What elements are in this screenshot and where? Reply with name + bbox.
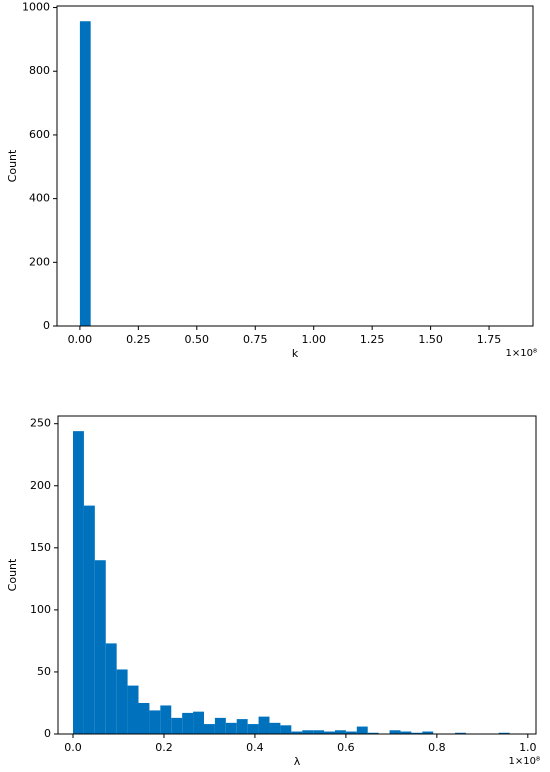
histogram-bar xyxy=(149,710,161,734)
y-tick-label: 250 xyxy=(30,417,51,430)
x-tick-label: 1.75 xyxy=(477,333,502,346)
x-tick-label: 0.50 xyxy=(185,333,210,346)
y-tick-label: 600 xyxy=(29,128,50,141)
histogram-bar xyxy=(345,731,357,734)
y-tick-label: 50 xyxy=(37,665,51,678)
x-tick-label: 1.0 xyxy=(519,741,537,754)
x-tick-label: 0.00 xyxy=(68,333,93,346)
x-axis-label: λ xyxy=(294,755,301,768)
x-tick-label: 0.6 xyxy=(337,741,355,754)
histogram-bar xyxy=(160,705,172,734)
histogram-bar xyxy=(225,722,237,734)
y-tick-label: 400 xyxy=(29,192,50,205)
histogram-bar xyxy=(324,731,335,734)
histogram-bar xyxy=(247,724,259,734)
histogram-bar xyxy=(94,560,106,734)
x-offset-label: 1×10⁸ xyxy=(509,756,540,767)
histogram-bar xyxy=(171,717,183,734)
histogram-bar xyxy=(280,725,292,734)
x-tick-label: 0.0 xyxy=(64,741,82,754)
histogram-bar xyxy=(356,726,368,734)
x-tick-label: 0.8 xyxy=(428,741,446,754)
histogram-bar xyxy=(203,724,215,734)
axes-frame xyxy=(56,5,534,327)
y-tick-label: 800 xyxy=(29,64,50,77)
y-tick-label: 0 xyxy=(43,319,50,332)
histogram-bar xyxy=(498,732,510,734)
y-tick-label: 200 xyxy=(29,255,50,268)
histogram-bar xyxy=(79,21,91,326)
histogram-bar xyxy=(367,732,379,734)
y-axis-label: Count xyxy=(6,149,19,182)
x-tick-label: 0.25 xyxy=(126,333,151,346)
histogram-bar xyxy=(193,711,204,734)
histogram-bar xyxy=(455,732,466,734)
histogram-bar xyxy=(138,702,150,734)
histogram-bar xyxy=(236,719,248,734)
y-tick-label: 100 xyxy=(30,603,51,616)
histogram-bar xyxy=(411,732,423,734)
x-offset-label: 1×10⁸ xyxy=(506,348,537,359)
histogram-bar xyxy=(422,731,434,734)
y-tick-label: 200 xyxy=(30,479,51,492)
histogram-bar xyxy=(313,730,325,734)
y-tick-label: 0 xyxy=(44,727,51,740)
x-tick-label: 0.4 xyxy=(246,741,264,754)
y-tick-label: 1000 xyxy=(22,1,50,14)
histogram-bar xyxy=(291,731,303,734)
x-axis-label: k xyxy=(292,347,299,360)
y-axis-label: Count xyxy=(6,558,19,591)
histogram-bar xyxy=(214,717,226,734)
histogram-bar xyxy=(258,716,270,734)
x-tick-label: 1.00 xyxy=(301,333,326,346)
histogram-bar xyxy=(73,431,84,734)
histogram-bar xyxy=(182,712,194,734)
y-tick-label: 150 xyxy=(30,541,51,554)
histogram-bar xyxy=(400,731,412,734)
histogram-bar xyxy=(116,669,128,734)
x-tick-label: 0.75 xyxy=(243,333,268,346)
histogram-bar xyxy=(83,505,95,734)
histogram-bar xyxy=(302,730,314,734)
axes-frame xyxy=(57,415,537,735)
histogram-bar xyxy=(127,685,139,734)
histogram-bar xyxy=(269,722,281,734)
histogram-bar xyxy=(105,643,117,734)
histogram-bar xyxy=(389,730,401,734)
histogram-bar xyxy=(334,730,346,734)
x-tick-label: 0.2 xyxy=(155,741,173,754)
x-tick-label: 1.50 xyxy=(418,333,443,346)
x-tick-label: 1.25 xyxy=(360,333,385,346)
